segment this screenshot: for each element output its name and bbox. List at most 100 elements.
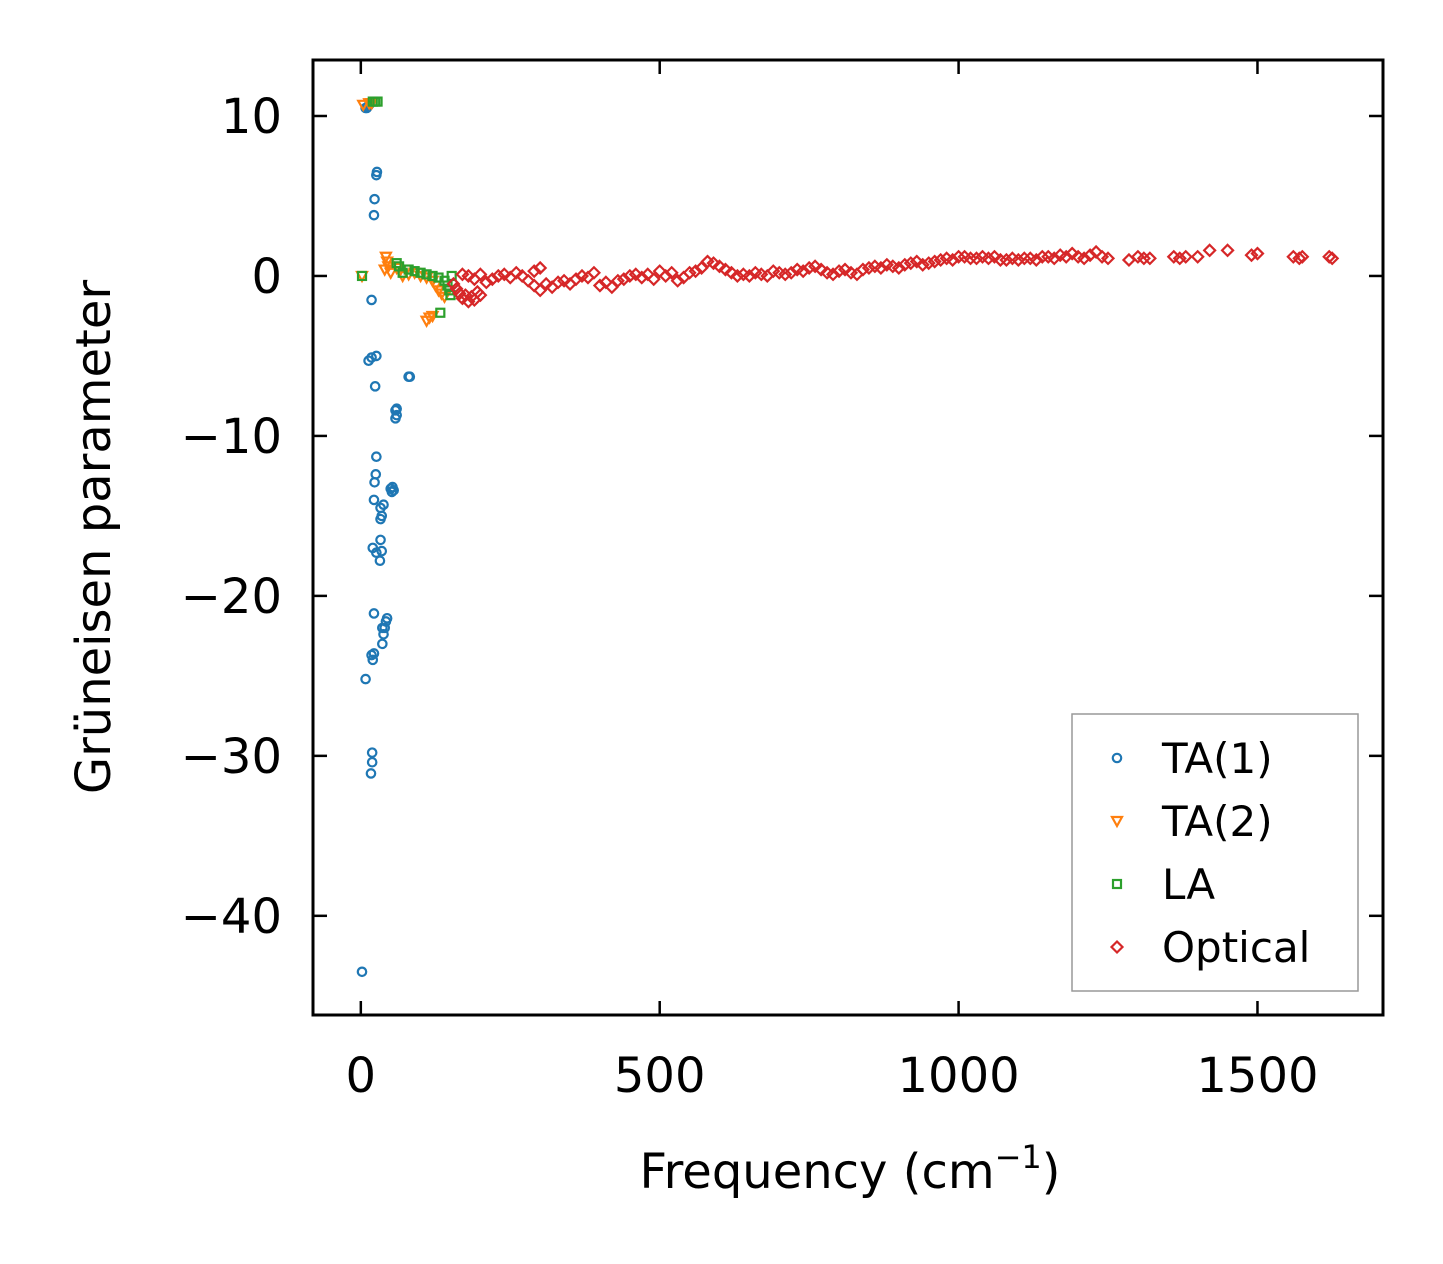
point-ta-1: [370, 469, 382, 480]
point-optical: [509, 265, 524, 280]
x-tick-label: 1000: [898, 1048, 1020, 1104]
point-optical: [778, 267, 793, 282]
point-optical: [1059, 249, 1074, 264]
legend: TA(1) TA(2) LA Optical: [1071, 713, 1359, 992]
point-optical: [999, 252, 1014, 268]
x-tick-label: 0: [346, 1048, 377, 1104]
point-ta-1: [388, 485, 399, 496]
point-ta-1: [368, 494, 380, 506]
point-optical: [610, 273, 625, 288]
point-ta-1: [366, 352, 377, 363]
point-optical: [586, 265, 602, 280]
point-optical: [826, 267, 841, 282]
point-optical: [646, 272, 661, 287]
point-optical: [533, 260, 548, 276]
y-axis-ticks: 10 0 −10 −20 −30 −40: [181, 89, 1383, 945]
point-optical: [1202, 243, 1217, 258]
legend-label-ta-2: TA(2): [1161, 797, 1273, 846]
point-la: [372, 96, 383, 107]
point-optical: [1077, 251, 1092, 266]
point-optical: [1142, 251, 1157, 266]
point-optical: [706, 256, 721, 271]
point-optical: [446, 276, 461, 292]
y-tick-label: −20: [181, 569, 282, 625]
point-optical: [1244, 248, 1259, 263]
point-ta-1: [365, 768, 377, 779]
point-la: [435, 307, 446, 318]
point-ta-1: [371, 166, 383, 178]
point-optical: [628, 267, 643, 282]
point-optical: [855, 262, 870, 277]
point-optical: [802, 260, 817, 276]
x-tick-label: 500: [614, 1048, 706, 1104]
point-optical: [909, 254, 924, 269]
point-ta-2: [381, 261, 396, 274]
y-axis-title: Grüneisen parameter: [66, 280, 122, 795]
point-optical: [539, 276, 554, 292]
point-ta-1: [375, 534, 386, 546]
point-ta-1: [378, 628, 389, 640]
legend-label-optical: Optical: [1162, 923, 1310, 972]
point-ta-1: [378, 499, 389, 511]
point-optical: [479, 275, 494, 290]
point-optical: [837, 262, 853, 277]
point-optical: [634, 270, 649, 285]
x-axis-ticks: 0 500 1000 1500: [346, 60, 1319, 1104]
point-ta-1: [374, 555, 386, 566]
point-optical: [664, 265, 679, 280]
point-optical: [927, 254, 942, 269]
point-optical: [1065, 246, 1080, 261]
point-optical: [461, 294, 476, 309]
point-optical: [987, 249, 1002, 264]
point-optical: [718, 262, 733, 277]
point-optical: [814, 262, 829, 277]
y-tick-label: 10: [221, 89, 282, 145]
point-ta-1: [368, 608, 380, 619]
point-ta-1: [368, 648, 380, 659]
point-optical: [461, 268, 476, 284]
point-optical: [592, 278, 607, 293]
point-la: [427, 270, 438, 282]
point-optical: [1190, 249, 1205, 264]
point-optical: [1220, 243, 1235, 258]
point-optical: [527, 264, 542, 279]
point-optical: [1172, 251, 1187, 266]
point-ta-1: [376, 545, 388, 557]
point-optical: [903, 256, 918, 271]
point-optical: [1083, 248, 1098, 263]
point-optical: [945, 252, 960, 268]
point-optical: [784, 265, 799, 280]
point-optical: [1011, 252, 1026, 268]
point-ta-1: [377, 622, 388, 634]
point-optical: [485, 272, 500, 287]
point-ta-1: [371, 451, 382, 463]
point-optical: [622, 268, 637, 284]
point-optical: [1047, 251, 1062, 266]
point-optical: [891, 260, 906, 276]
point-optical: [724, 265, 739, 280]
point-ta-1: [367, 654, 379, 666]
point-ta-1: [404, 371, 416, 383]
point-optical: [1250, 246, 1265, 261]
point-ta-1: [369, 193, 380, 205]
point-optical: [670, 273, 685, 288]
point-optical: [473, 267, 488, 282]
legend-label-la: LA: [1162, 860, 1215, 909]
point-optical: [1295, 249, 1310, 264]
point-ta-2: [383, 267, 398, 281]
point-optical: [473, 288, 488, 303]
point-optical: [831, 264, 847, 279]
legend-marker-optical: [1109, 939, 1125, 955]
point-ta-1: [366, 756, 378, 768]
point-ta-1: [360, 673, 371, 685]
data-marks: [355, 96, 1340, 978]
point-optical: [449, 281, 464, 296]
point-optical: [1325, 251, 1340, 266]
point-optical: [1100, 251, 1116, 266]
point-optical: [969, 251, 984, 266]
y-tick-label: 0: [251, 249, 282, 305]
point-optical: [873, 260, 888, 276]
x-tick-label: 1500: [1196, 1048, 1318, 1104]
legend-marker-ta-1: [1111, 752, 1123, 764]
point-ta-1: [381, 612, 393, 624]
